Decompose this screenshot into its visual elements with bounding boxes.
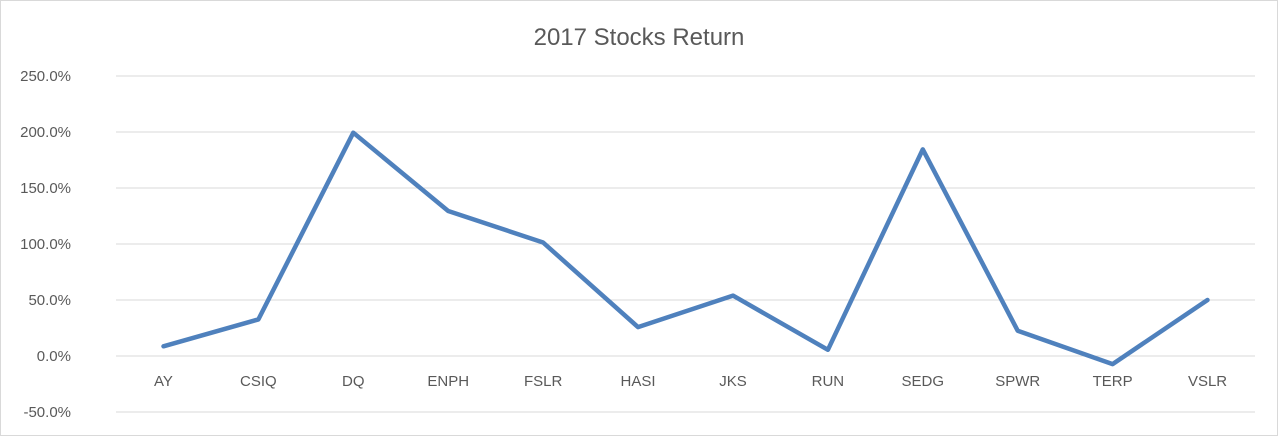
x-tick-label: TERP [1093,373,1133,390]
x-tick-label: ENPH [427,373,469,390]
x-tick-label: FSLR [524,373,563,390]
y-tick-label: 200.0% [20,124,71,141]
series-line [161,130,1210,367]
x-tick-label: JKS [719,373,747,390]
y-tick-label: 100.0% [20,236,71,253]
y-axis-tick-labels: 250.0% 200.0% 150.0% 100.0% 50.0% 0.0% -50.0% [20,68,71,421]
x-tick-label: VSLR [1188,373,1227,390]
x-tick-label: DQ [342,373,365,390]
y-tick-label: 0.0% [37,348,71,365]
x-tick-label: CSIQ [240,373,277,390]
x-axis-tick-labels: AY CSIQ DQ ENPH FSLR HASI JKS RUN SEDG SPWR TERP VS… [154,373,1227,390]
gridlines [116,75,1255,413]
x-tick-label: SEDG [902,373,945,390]
x-tick-label: AY [154,373,173,390]
series-layer [161,130,1210,367]
y-tick-label: 250.0% [20,68,71,85]
y-tick-label: 50.0% [28,292,71,309]
x-tick-label: RUN [812,373,845,390]
x-tick-label: HASI [621,373,656,390]
chart-title: 2017 Stocks Return [534,24,745,51]
y-tick-label: 150.0% [20,180,71,197]
x-tick-label: SPWR [995,373,1040,390]
y-tick-label: -50.0% [23,404,71,421]
